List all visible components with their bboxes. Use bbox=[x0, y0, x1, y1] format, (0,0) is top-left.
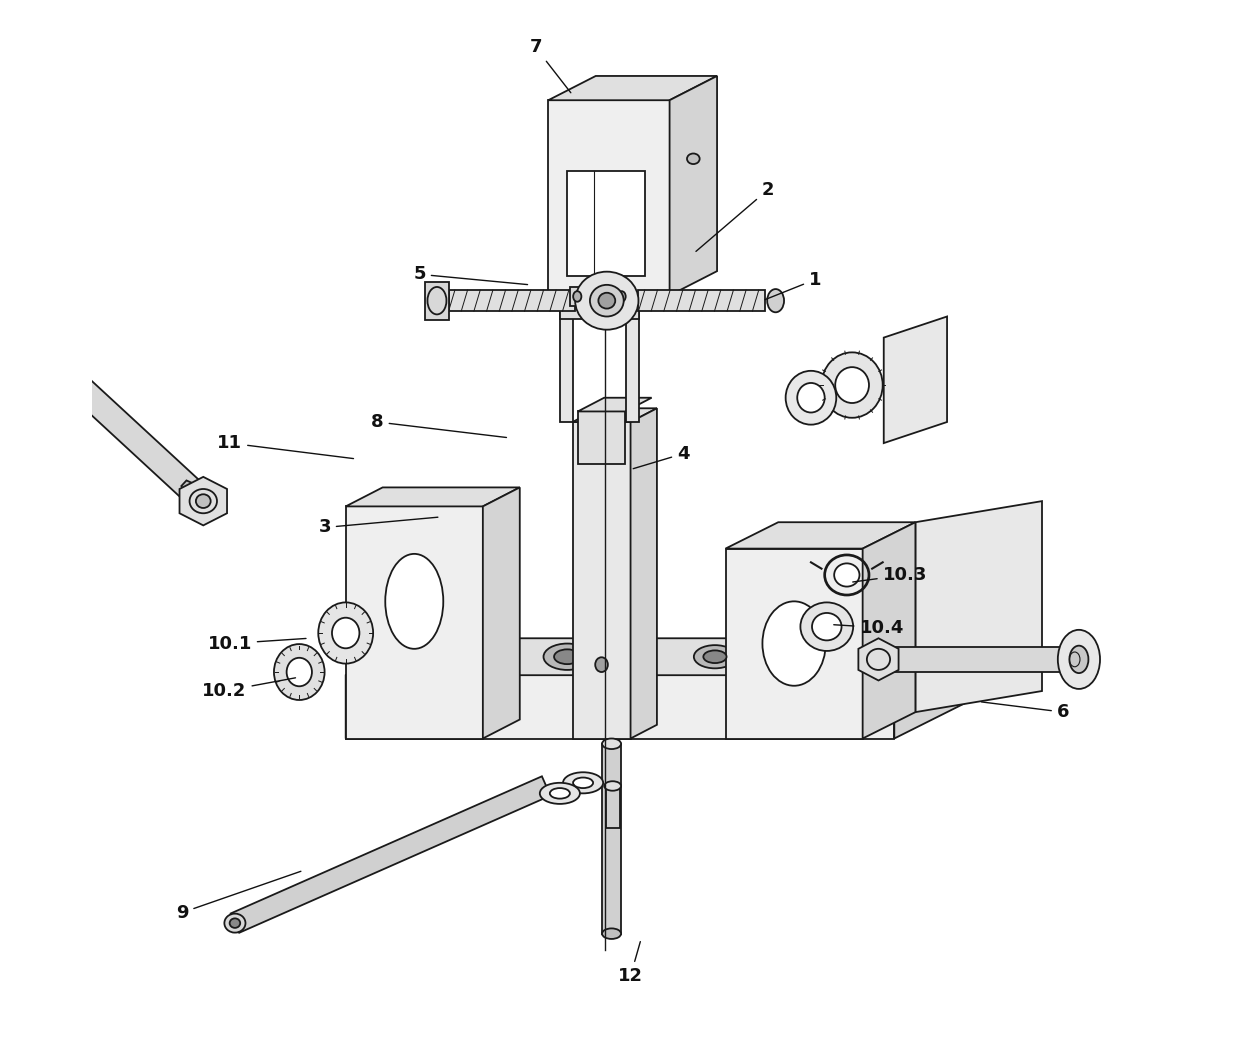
Polygon shape bbox=[570, 287, 584, 306]
Polygon shape bbox=[346, 487, 520, 506]
Polygon shape bbox=[615, 287, 629, 306]
Ellipse shape bbox=[812, 613, 842, 640]
Polygon shape bbox=[346, 506, 482, 738]
Ellipse shape bbox=[797, 383, 825, 413]
Text: 10.2: 10.2 bbox=[202, 677, 295, 701]
Text: 7: 7 bbox=[529, 38, 570, 93]
Text: 12: 12 bbox=[618, 942, 644, 985]
Text: 6: 6 bbox=[981, 702, 1069, 722]
Polygon shape bbox=[884, 316, 947, 443]
Polygon shape bbox=[578, 398, 652, 411]
Ellipse shape bbox=[1069, 646, 1089, 673]
Ellipse shape bbox=[768, 289, 784, 312]
Ellipse shape bbox=[573, 291, 582, 302]
Ellipse shape bbox=[694, 645, 737, 669]
Polygon shape bbox=[578, 411, 625, 464]
Ellipse shape bbox=[800, 602, 853, 651]
Text: 3: 3 bbox=[319, 517, 438, 537]
Ellipse shape bbox=[835, 563, 859, 587]
Ellipse shape bbox=[332, 617, 360, 648]
Ellipse shape bbox=[224, 914, 246, 933]
Polygon shape bbox=[573, 408, 657, 422]
Polygon shape bbox=[548, 100, 670, 295]
Polygon shape bbox=[346, 638, 968, 675]
Ellipse shape bbox=[618, 291, 626, 302]
Ellipse shape bbox=[599, 292, 615, 309]
Ellipse shape bbox=[554, 649, 580, 665]
Ellipse shape bbox=[604, 781, 621, 791]
Polygon shape bbox=[449, 290, 575, 311]
Polygon shape bbox=[560, 306, 639, 319]
Ellipse shape bbox=[763, 601, 826, 686]
Polygon shape bbox=[670, 76, 717, 295]
Ellipse shape bbox=[575, 271, 639, 330]
Text: 4: 4 bbox=[634, 444, 689, 468]
Text: 9: 9 bbox=[176, 871, 301, 922]
Polygon shape bbox=[346, 638, 419, 738]
Polygon shape bbox=[548, 76, 717, 100]
Polygon shape bbox=[725, 522, 915, 549]
Polygon shape bbox=[181, 480, 212, 511]
Text: 2: 2 bbox=[696, 180, 774, 251]
Ellipse shape bbox=[274, 644, 325, 701]
Ellipse shape bbox=[386, 554, 443, 649]
Ellipse shape bbox=[687, 154, 699, 164]
Polygon shape bbox=[863, 522, 915, 738]
Polygon shape bbox=[32, 342, 212, 511]
Text: 5: 5 bbox=[413, 265, 527, 285]
Text: 1: 1 bbox=[765, 270, 821, 300]
Ellipse shape bbox=[543, 644, 591, 670]
Polygon shape bbox=[858, 638, 899, 680]
Polygon shape bbox=[231, 776, 551, 933]
Ellipse shape bbox=[786, 370, 836, 425]
Ellipse shape bbox=[703, 650, 727, 664]
Polygon shape bbox=[878, 647, 1079, 672]
Polygon shape bbox=[603, 744, 621, 934]
Ellipse shape bbox=[539, 783, 580, 804]
Polygon shape bbox=[573, 422, 631, 738]
Polygon shape bbox=[482, 487, 520, 738]
Ellipse shape bbox=[286, 658, 312, 687]
Ellipse shape bbox=[603, 928, 621, 939]
Text: 10.4: 10.4 bbox=[833, 618, 904, 637]
Ellipse shape bbox=[196, 494, 211, 507]
Ellipse shape bbox=[573, 778, 593, 788]
Polygon shape bbox=[567, 171, 645, 276]
Ellipse shape bbox=[319, 602, 373, 664]
Text: 11: 11 bbox=[217, 434, 353, 459]
Text: 10.1: 10.1 bbox=[207, 634, 306, 653]
Ellipse shape bbox=[27, 340, 53, 362]
Polygon shape bbox=[915, 501, 1042, 712]
Ellipse shape bbox=[229, 918, 241, 928]
Polygon shape bbox=[560, 298, 655, 306]
Ellipse shape bbox=[19, 331, 63, 371]
Polygon shape bbox=[346, 675, 894, 738]
Polygon shape bbox=[425, 282, 449, 320]
Polygon shape bbox=[631, 408, 657, 738]
Text: 8: 8 bbox=[371, 413, 506, 438]
Polygon shape bbox=[180, 477, 227, 525]
Ellipse shape bbox=[603, 738, 621, 749]
Ellipse shape bbox=[1058, 630, 1100, 689]
Polygon shape bbox=[725, 549, 863, 738]
Ellipse shape bbox=[595, 657, 608, 672]
Ellipse shape bbox=[590, 285, 624, 316]
Text: 10.3: 10.3 bbox=[853, 565, 928, 584]
Polygon shape bbox=[894, 638, 968, 738]
Ellipse shape bbox=[549, 788, 570, 799]
Polygon shape bbox=[639, 290, 765, 311]
Ellipse shape bbox=[563, 772, 603, 793]
Polygon shape bbox=[560, 306, 573, 422]
Ellipse shape bbox=[836, 367, 869, 403]
Ellipse shape bbox=[822, 352, 883, 418]
Polygon shape bbox=[606, 786, 620, 828]
Polygon shape bbox=[626, 306, 639, 422]
